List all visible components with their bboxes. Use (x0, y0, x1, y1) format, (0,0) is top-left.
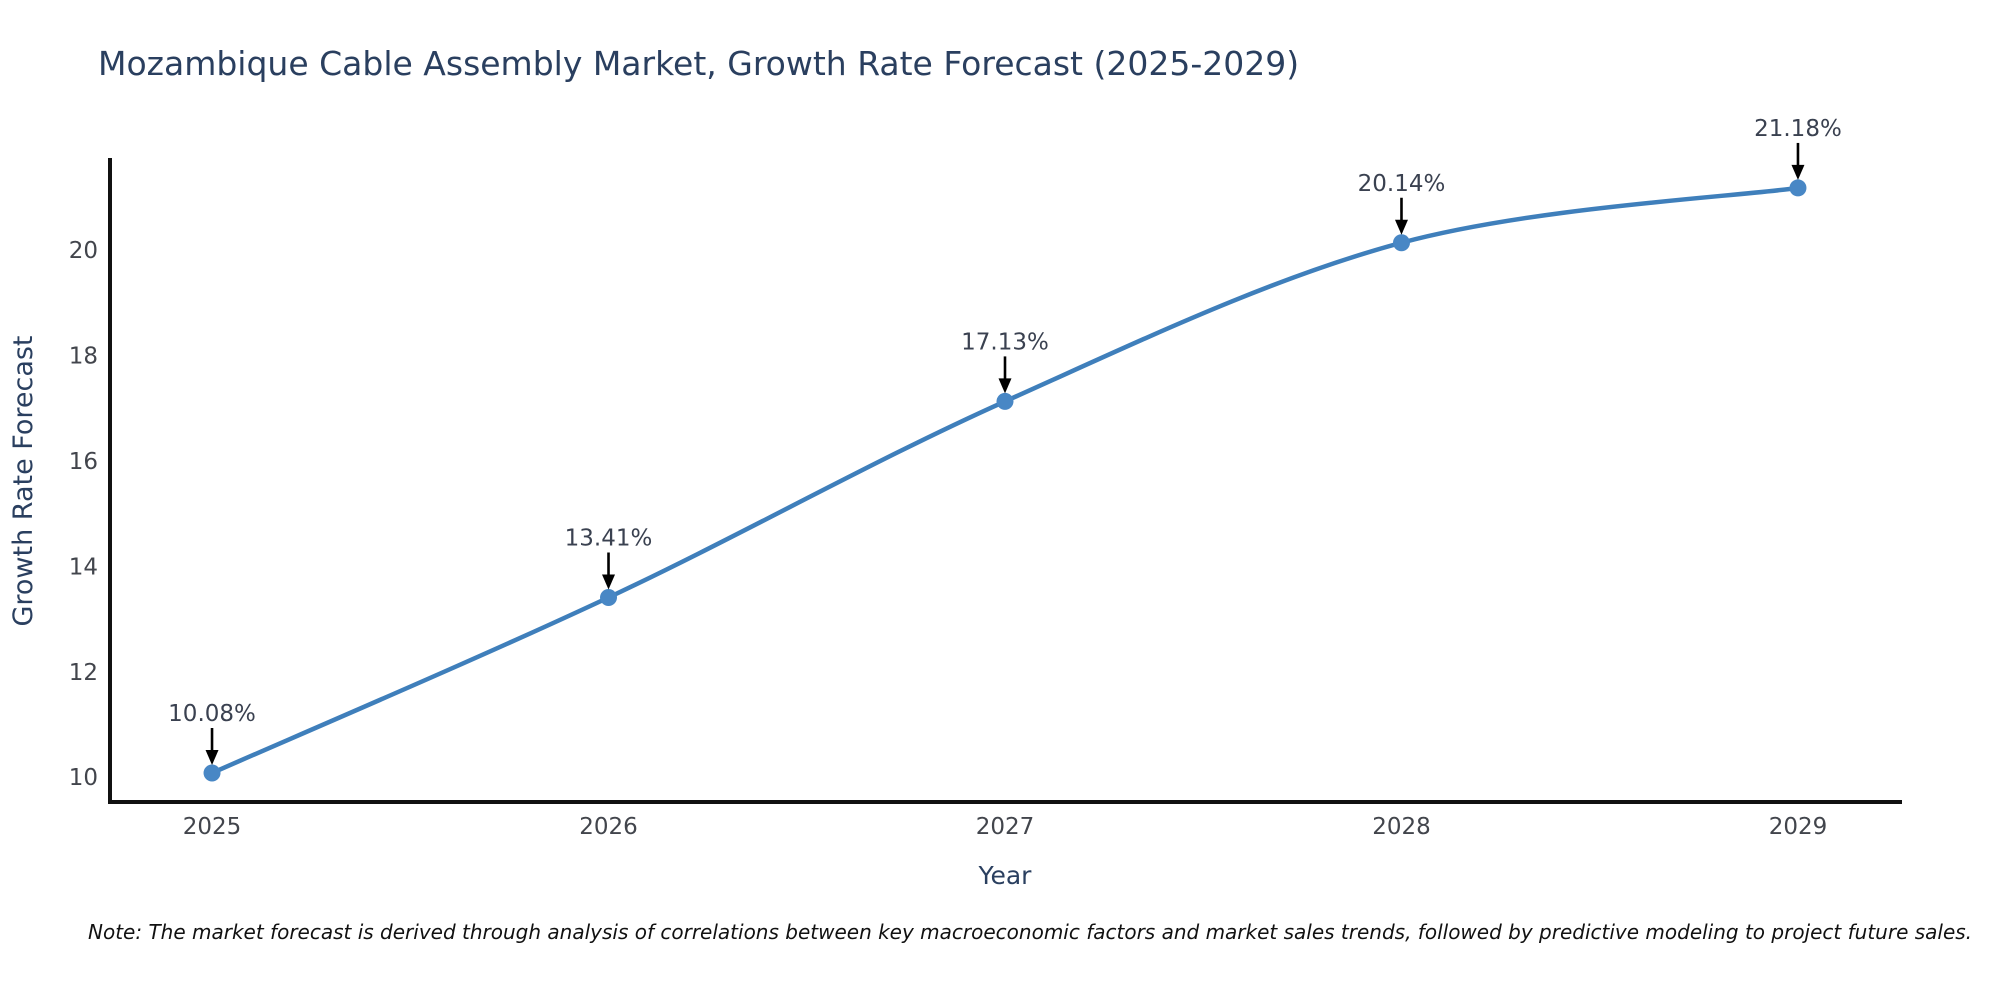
annotation-arrowhead (1394, 219, 1408, 235)
x-tick-label: 2026 (579, 814, 638, 840)
y-tick-label: 18 (69, 344, 98, 370)
annotation-arrowhead (602, 574, 616, 590)
point-annotation-label: 21.18% (1754, 116, 1842, 142)
x-tick-label: 2028 (1372, 814, 1431, 840)
x-tick-label: 2027 (976, 814, 1035, 840)
data-point-marker (600, 588, 618, 606)
y-tick-label: 14 (69, 554, 98, 580)
axis-lines (108, 158, 1902, 804)
chart-title: Mozambique Cable Assembly Market, Growth… (98, 44, 1300, 83)
data-point-marker (203, 764, 221, 782)
annotation-arrowhead (998, 378, 1012, 394)
annotation-arrowhead (205, 750, 219, 766)
x-tick-label: 2029 (1769, 814, 1828, 840)
footnote: Note: The market forecast is derived thr… (88, 920, 1973, 944)
x-axis-title: Year (978, 861, 1033, 890)
point-annotation-label: 13.41% (565, 525, 653, 551)
point-annotation-label: 20.14% (1358, 171, 1446, 197)
y-axis-title: Growth Rate Forecast (8, 335, 39, 626)
data-point-marker (1789, 179, 1807, 197)
point-annotation-label: 10.08% (168, 701, 256, 727)
series-line (211, 185, 1799, 776)
data-point-marker (1392, 234, 1410, 252)
y-tick-label: 12 (69, 660, 98, 686)
y-tick-label: 16 (69, 449, 98, 475)
data-point-marker (996, 392, 1014, 410)
y-tick-label: 10 (69, 765, 98, 791)
y-tick-label: 20 (69, 238, 98, 264)
point-annotation-label: 17.13% (961, 329, 1049, 355)
annotation-arrowhead (1791, 164, 1805, 180)
x-tick-label: 2025 (183, 814, 242, 840)
